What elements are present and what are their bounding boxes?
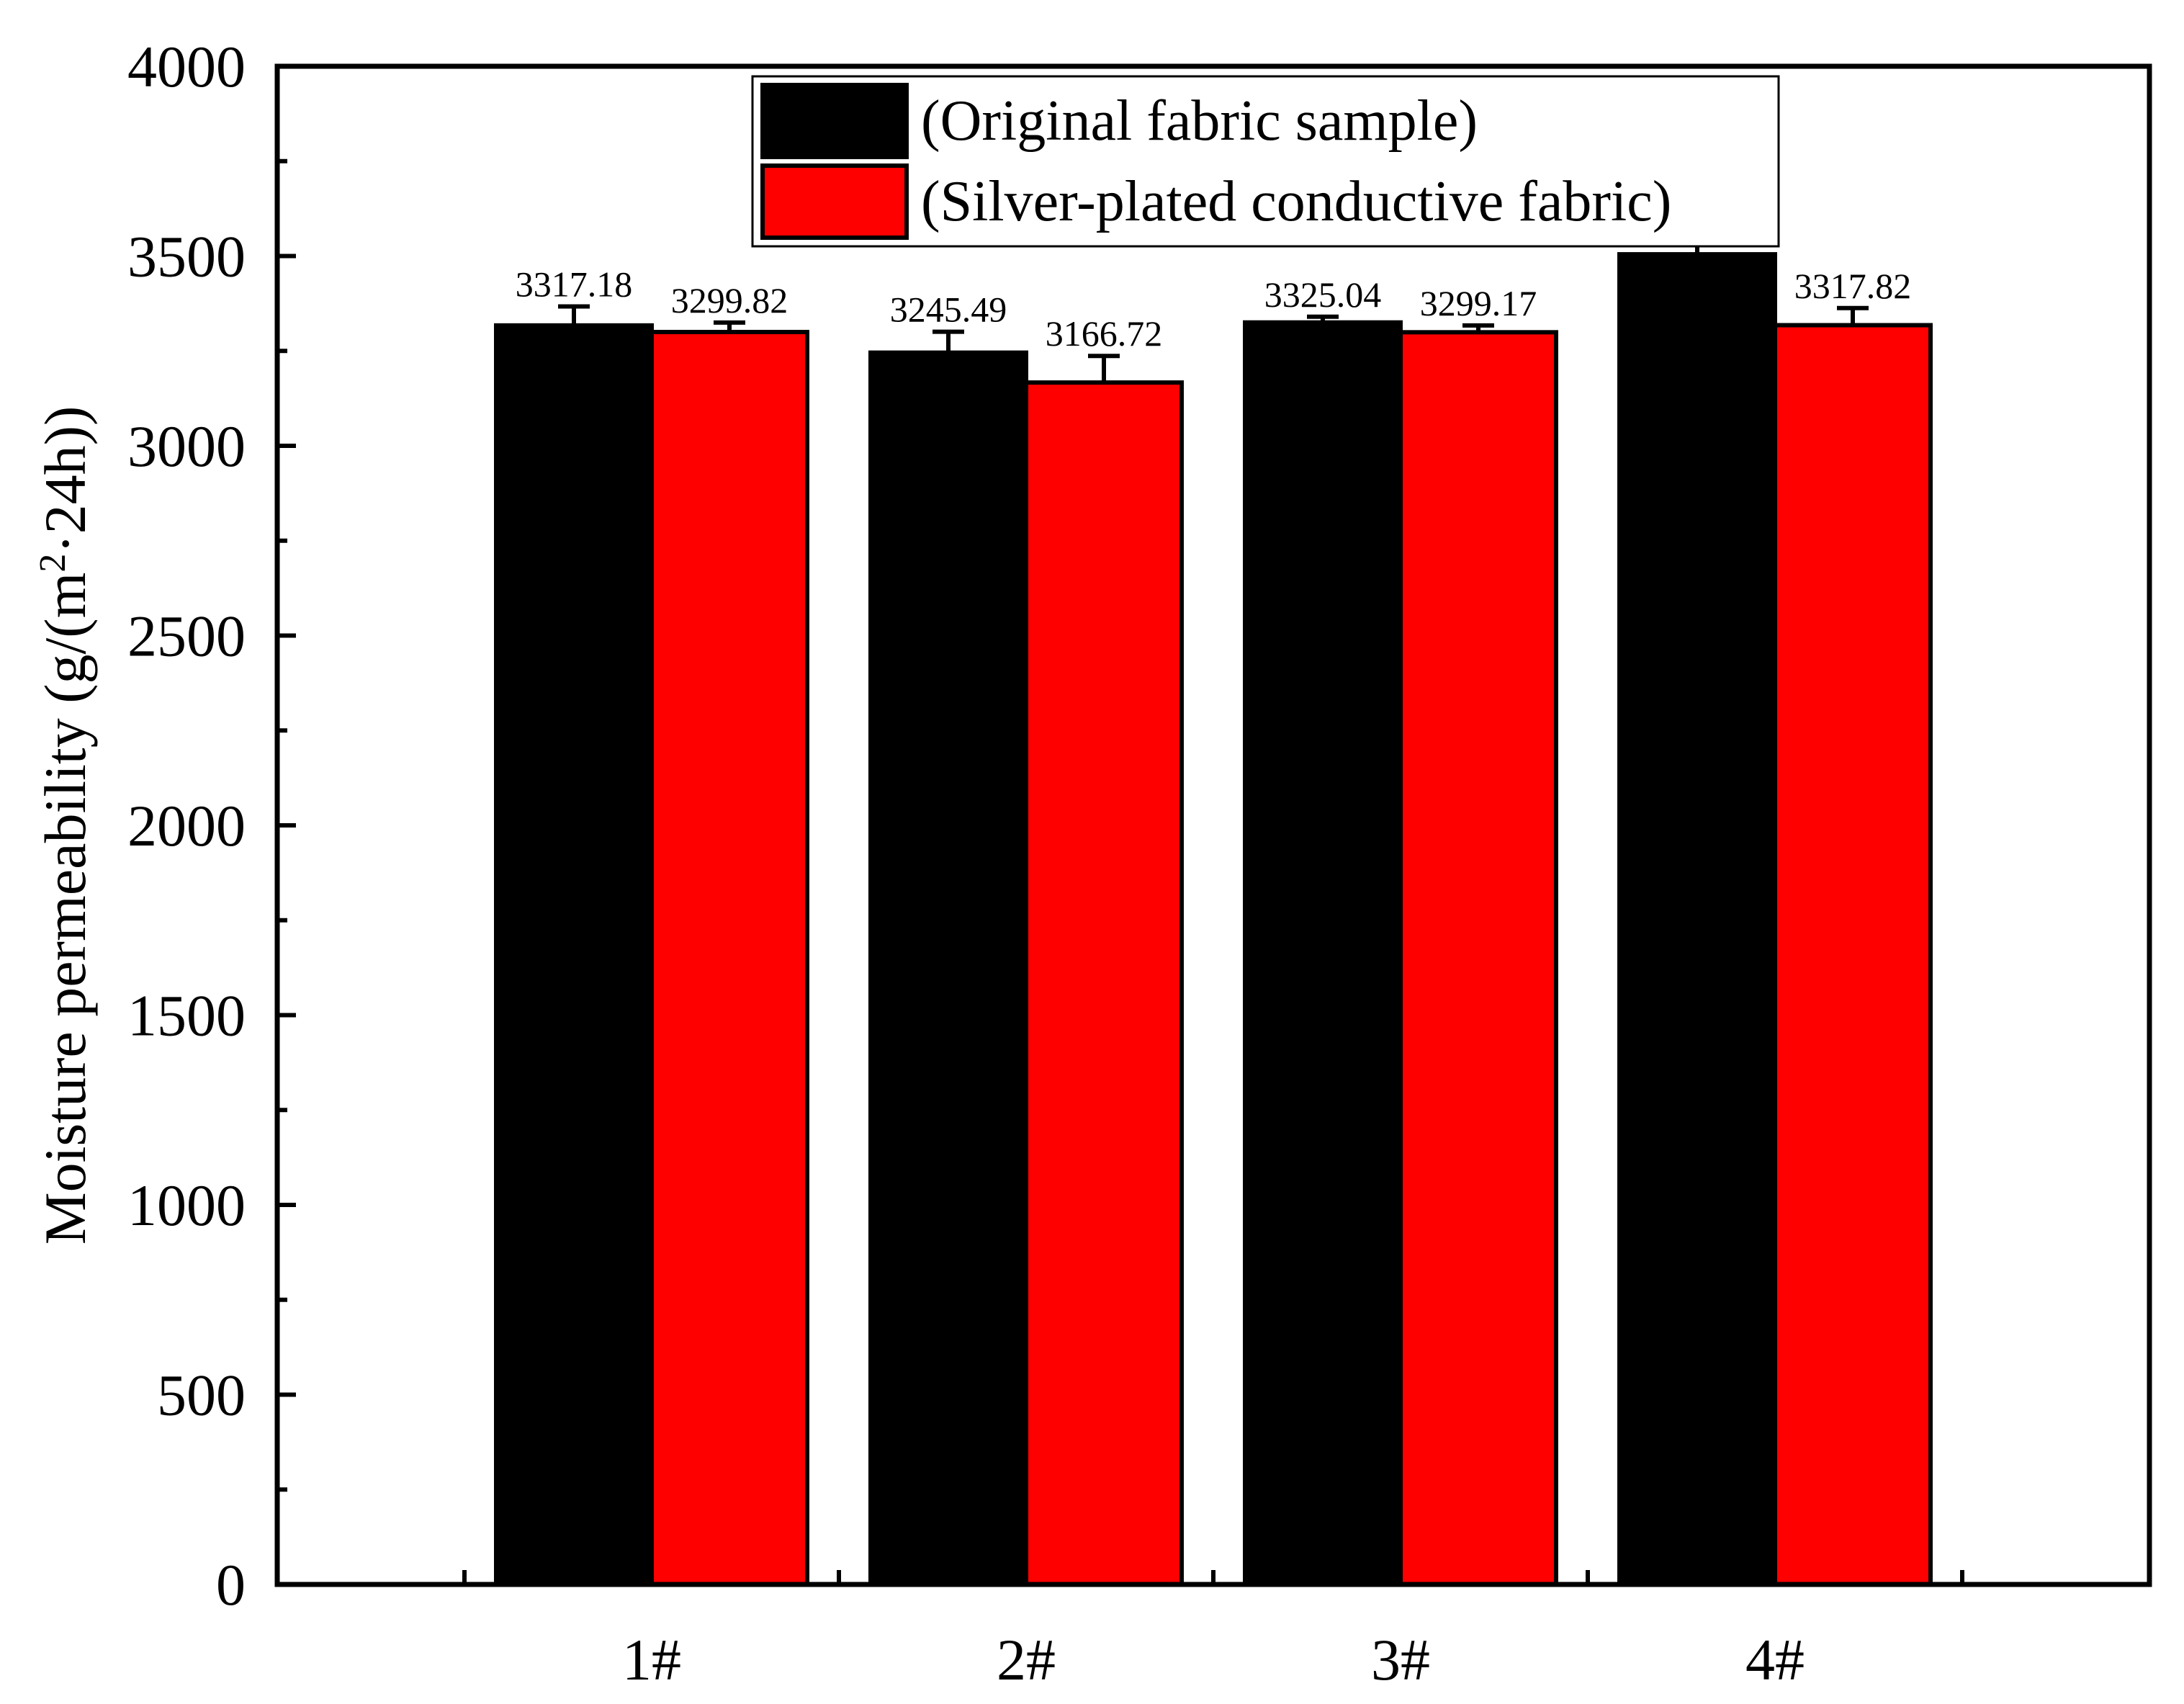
data-labels-layer: 3317.183245.493325.043504.63299.823166.7… [516, 193, 1912, 354]
legend: (Original fabric sample) (Silver-plated c… [751, 75, 1780, 248]
y-tick-label: 2000 [127, 793, 246, 858]
bars-layer [494, 252, 1933, 1587]
bar [868, 350, 1028, 1587]
bar [1773, 323, 1933, 1587]
x-tick-label: 3# [1371, 1627, 1430, 1692]
y-axis-title-main: Moisture permeability (g/(m [32, 573, 98, 1245]
x-axis: 1# 2# 3# 4# [462, 1570, 1964, 1692]
data-label: 3317.18 [516, 264, 633, 304]
y-tick-label: 3000 [127, 413, 246, 479]
error-bars-layer [558, 233, 1869, 383]
legend-swatch [760, 83, 909, 159]
y-axis: 0 500 1000 1500 2000 2500 3000 3500 4000 [127, 34, 296, 1618]
bar [1024, 380, 1184, 1587]
y-tick-label: 0 [216, 1552, 246, 1618]
legend-label: (Silver-plated conductive fabric) [921, 170, 1671, 233]
bar [1398, 330, 1558, 1587]
legend-swatch [760, 163, 909, 240]
y-tick-label: 4000 [127, 34, 246, 99]
data-label: 3299.17 [1420, 283, 1537, 323]
y-tick-label: 500 [157, 1363, 246, 1428]
x-tick-label: 4# [1745, 1627, 1805, 1692]
y-tick-label: 2500 [127, 604, 246, 669]
bar [1617, 252, 1777, 1587]
data-label: 3317.82 [1794, 266, 1912, 306]
data-label: 3245.49 [890, 290, 1007, 330]
y-axis-title-superscript: 2 [32, 554, 73, 573]
y-tick-label: 1500 [127, 983, 246, 1049]
legend-label: (Original fabric sample) [921, 89, 1478, 153]
y-axis-title: Moisture permeability (g/(m2·24h)) [32, 406, 99, 1245]
legend-box [751, 75, 1780, 248]
x-tick-label: 2# [997, 1627, 1056, 1692]
data-label: 3299.82 [671, 280, 788, 320]
data-label: 3325.04 [1264, 274, 1382, 315]
bar [650, 329, 809, 1587]
y-tick-label: 3500 [127, 224, 246, 290]
bar [494, 323, 654, 1587]
x-tick-label: 1# [622, 1627, 681, 1692]
y-tick-label: 1000 [127, 1172, 246, 1238]
bar [1243, 320, 1403, 1587]
y-axis-title-tail: ·24h)) [32, 406, 98, 554]
data-label: 3166.72 [1046, 313, 1163, 354]
